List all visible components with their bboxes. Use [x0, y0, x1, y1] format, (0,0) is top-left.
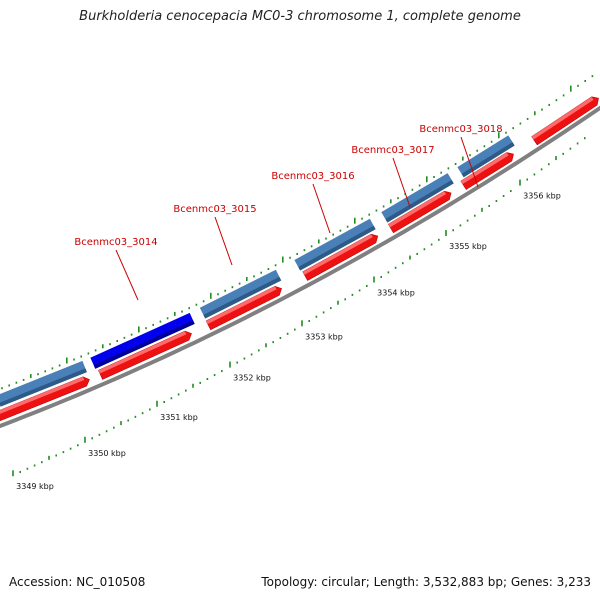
kbp-label: 3355 kbp: [449, 242, 487, 251]
reverse-gene-arrow: [205, 285, 282, 331]
gene-body: [0, 376, 90, 422]
reverse-gene-arrow: [531, 96, 599, 146]
label-leader-line: [115, 249, 139, 301]
map-title: Burkholderia cenocepacia MC0-3 chromosom…: [79, 9, 521, 24]
forward-gene-arrow: [199, 269, 282, 319]
kbp-scale-labels: 3349 kbp 3350 kbp 3351 kbp 3352 kbp 3353 kbp…: [16, 192, 561, 492]
reverse-gene-arrow: [98, 330, 192, 380]
gene-label-leaders: [115, 136, 479, 301]
gene-body: [387, 190, 452, 234]
gene-body: [90, 312, 195, 369]
gene-shadow: [298, 225, 376, 271]
gene-highlight: [302, 234, 373, 275]
gene-label: Bcenmc03_3018: [419, 124, 502, 135]
gene-shadow: [93, 320, 195, 369]
gene-highlight: [388, 191, 447, 228]
label-leader-line: [214, 216, 233, 266]
gene-highlight: [98, 331, 187, 374]
reverse-gene-arrow: [0, 376, 90, 422]
gene-label: Bcenmc03_3015: [173, 204, 256, 215]
inner-tick-marks: [12, 137, 586, 477]
kbp-label: 3352 kbp: [233, 374, 271, 383]
highlighted-gene-arrow: [90, 312, 195, 369]
gene-body: [302, 233, 379, 281]
gene-shadow: [385, 179, 454, 223]
reverse-gene-arrow: [460, 152, 514, 190]
gene-labels: Bcenmc03_3014 Bcenmc03_3015 Bcenmc03_3016 B…: [74, 124, 502, 248]
gene-shadow: [461, 142, 515, 178]
reverse-strand-genes: [0, 96, 599, 422]
gene-highlight: [206, 286, 277, 324]
gene-label: Bcenmc03_3017: [351, 145, 434, 156]
outer-tick-marks: [1, 75, 594, 390]
topology-text: Topology: circular; Length: 3,532,883 bp…: [261, 575, 591, 589]
gene-label: Bcenmc03_3014: [74, 237, 157, 248]
gene-shadow: [0, 368, 87, 407]
gene-body: [457, 135, 515, 178]
accession-text: Accession: NC_010508: [9, 575, 146, 589]
kbp-label: 3349 kbp: [16, 482, 54, 491]
gene-body: [531, 96, 599, 146]
backbone-line: [0, 105, 600, 429]
forward-gene-arrow: [294, 218, 376, 271]
forward-strand-genes: [0, 135, 515, 407]
chromosome-backbone: [0, 105, 600, 429]
gene-label: Bcenmc03_3016: [271, 171, 354, 182]
kbp-label: 3354 kbp: [377, 288, 415, 297]
gene-body: [98, 330, 192, 380]
gene-body: [294, 218, 376, 271]
label-leader-line: [312, 183, 331, 234]
label-leader-line: [392, 157, 411, 208]
gene-body: [199, 269, 282, 319]
gene-highlight: [460, 152, 509, 185]
gene-shadow: [203, 276, 282, 319]
forward-gene-arrow: [381, 173, 454, 223]
kbp-label: 3351 kbp: [160, 413, 198, 422]
gene-highlight: [0, 376, 85, 415]
label-leader-line: [460, 136, 479, 188]
forward-gene-arrow: [0, 360, 87, 407]
kbp-label: 3356 kbp: [523, 192, 561, 201]
reverse-gene-arrow: [387, 190, 452, 234]
reverse-gene-arrow: [302, 233, 379, 281]
forward-gene-arrow: [457, 135, 515, 178]
kbp-label: 3353 kbp: [305, 332, 343, 341]
kbp-label: 3350 kbp: [88, 449, 126, 458]
gene-body: [381, 173, 454, 223]
gene-highlight: [531, 96, 594, 140]
